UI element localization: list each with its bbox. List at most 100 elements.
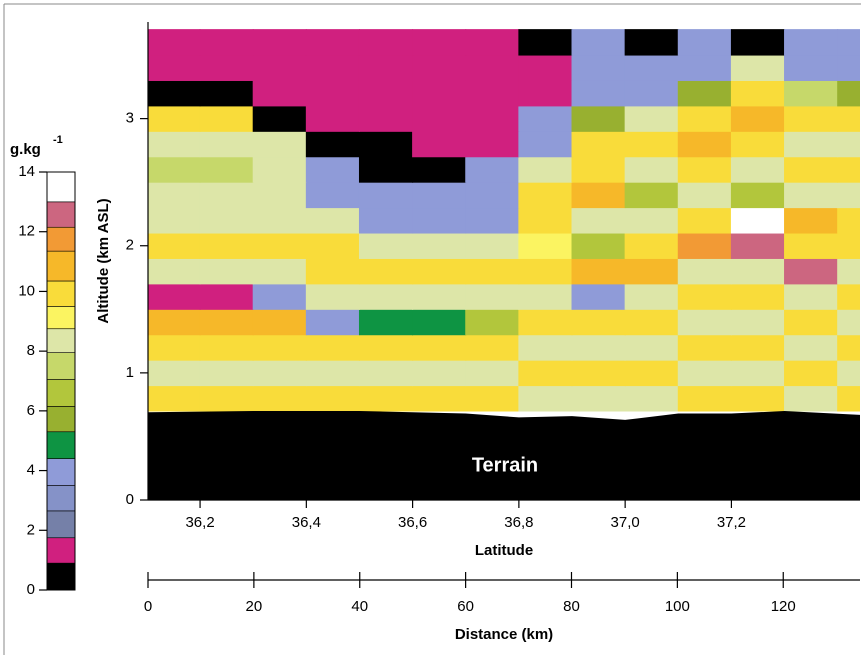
- contour-cell: [518, 359, 573, 387]
- contour-cell: [199, 232, 254, 259]
- contour-cell: [305, 130, 360, 158]
- x-tick-label: 37,0: [611, 514, 640, 531]
- contour-cell: [571, 283, 626, 310]
- colorbar-box: [46, 226, 76, 252]
- colorbar-unit: g.kg: [10, 141, 41, 158]
- contour-cell: [148, 207, 201, 234]
- contour-cell: [252, 29, 307, 56]
- contour-cell: [465, 283, 520, 310]
- contour-cell: [571, 54, 626, 81]
- contour-cell: [624, 308, 679, 336]
- contour-cell: [199, 308, 254, 336]
- terrain: [148, 411, 860, 500]
- contour-cell: [730, 385, 786, 412]
- contour-cell: [412, 385, 467, 412]
- contour-cell: [465, 29, 520, 56]
- contour-cell: [358, 79, 414, 107]
- contour-cell: [199, 54, 254, 81]
- contour-cell: [837, 283, 860, 310]
- contour-cell: [518, 29, 573, 56]
- contour-cell: [199, 29, 254, 56]
- contour-cell: [518, 257, 573, 285]
- x2-tick-label: 120: [771, 598, 796, 615]
- contour-cell: [305, 334, 360, 361]
- contour-cell: [199, 181, 254, 209]
- colorbar-tick-label: 4: [27, 462, 35, 479]
- contour-cell: [837, 130, 860, 158]
- contour-cell: [784, 156, 839, 183]
- colorbar-box: [46, 537, 76, 564]
- contour-cell: [624, 29, 679, 56]
- contour-cell: [624, 232, 679, 259]
- contour-cell: [518, 181, 573, 209]
- colorbar-frame: [46, 171, 76, 591]
- contour-cell: [837, 54, 860, 81]
- contour-cell: [412, 54, 467, 81]
- contour-cell: [837, 156, 860, 183]
- contour-cell: [148, 334, 201, 361]
- contour-cell: [199, 385, 254, 412]
- contour-cell: [465, 156, 520, 183]
- contour-cell: [518, 156, 573, 183]
- contour-cell: [358, 105, 414, 132]
- contour-cell: [148, 359, 201, 387]
- contour-cell: [518, 334, 573, 361]
- contour-cell: [199, 334, 254, 361]
- contour-cell: [358, 181, 414, 209]
- contour-cell: [305, 283, 360, 310]
- contour-cell: [465, 105, 520, 132]
- contour-cell: [252, 257, 307, 285]
- colorbar-box: [46, 201, 76, 228]
- contour-cell: [784, 308, 839, 336]
- contour-cell: [358, 283, 414, 310]
- contour-cell: [837, 181, 860, 209]
- contour-cell: [305, 257, 360, 285]
- contour-cell: [571, 181, 626, 209]
- contour-cell: [784, 232, 839, 259]
- contour-cell: [730, 156, 786, 183]
- contour-cell: [624, 359, 679, 387]
- contour-cell: [784, 359, 839, 387]
- contour-cell: [730, 334, 786, 361]
- contour-cell: [518, 232, 573, 259]
- contour-cell: [358, 385, 414, 412]
- contour-cell: [148, 54, 201, 81]
- contour-cell: [837, 207, 860, 234]
- contour-cell: [199, 207, 254, 234]
- contour-cell: [784, 207, 839, 234]
- contour-cell: [412, 181, 467, 209]
- contour-cell: [148, 385, 201, 412]
- contour-cell: [837, 232, 860, 259]
- contour-cell: [199, 79, 254, 107]
- contour-cell: [358, 308, 414, 336]
- contour-cell: [199, 359, 254, 387]
- contour-cell: [148, 156, 201, 183]
- x-tick-label: 37,2: [717, 514, 746, 531]
- contour-cell: [465, 257, 520, 285]
- contour-cell: [465, 207, 520, 234]
- contour-cell: [412, 79, 467, 107]
- contour-cell: [571, 105, 626, 132]
- contour-cell: [199, 130, 254, 158]
- contour-cell: [305, 181, 360, 209]
- colorbar-box: [46, 562, 76, 591]
- contour-cell: [784, 54, 839, 81]
- contour-cell: [465, 181, 520, 209]
- x2-tick-label: 40: [351, 598, 368, 615]
- x2-axis-label: Distance (km): [455, 626, 553, 643]
- contour-cell: [252, 283, 307, 310]
- contour-cell: [305, 156, 360, 183]
- contour-cell: [837, 105, 860, 132]
- contour-cell: [305, 54, 360, 81]
- contour-cell: [624, 130, 679, 158]
- y-tick-label: 2: [126, 237, 134, 254]
- x-tick-label: 36,8: [504, 514, 533, 531]
- contour-cell: [784, 29, 839, 56]
- colorbar-box: [46, 306, 76, 330]
- contour-cell: [148, 283, 201, 310]
- contour-cell: [252, 79, 307, 107]
- contour-cell: [465, 54, 520, 81]
- y-tick-label: 0: [126, 491, 134, 508]
- contour-cell: [518, 79, 573, 107]
